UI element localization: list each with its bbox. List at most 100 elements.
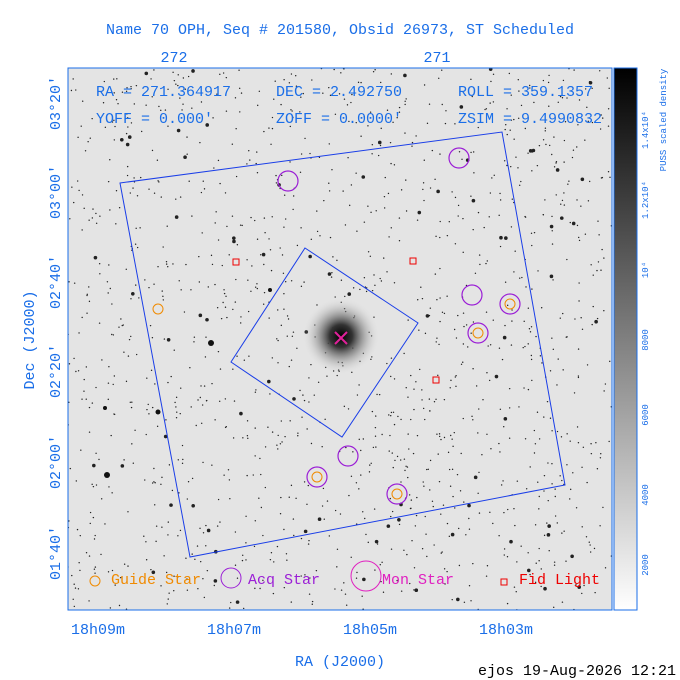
star [373, 508, 376, 510]
star [547, 462, 549, 464]
star [456, 597, 460, 602]
star [380, 280, 383, 282]
star [443, 436, 446, 439]
star [503, 548, 506, 550]
star [163, 555, 165, 557]
star [185, 263, 187, 266]
star [412, 452, 415, 455]
star [435, 341, 437, 343]
star [568, 180, 570, 182]
star [80, 449, 82, 451]
star [88, 406, 91, 409]
star [222, 301, 224, 304]
star [453, 431, 455, 434]
star [219, 73, 221, 76]
star [236, 244, 239, 246]
star [389, 141, 392, 144]
legend-label: Mon Star [382, 572, 454, 589]
star [297, 435, 299, 437]
star [181, 462, 184, 465]
star [109, 287, 111, 290]
star [134, 429, 136, 431]
star [213, 167, 215, 169]
star [572, 149, 575, 151]
star [470, 600, 472, 602]
star [453, 328, 456, 331]
star [275, 182, 278, 184]
star [590, 452, 593, 455]
star [256, 151, 258, 153]
star [275, 174, 277, 177]
star [113, 119, 115, 122]
star [524, 345, 526, 348]
star [256, 238, 259, 240]
star [486, 372, 488, 374]
star [203, 188, 206, 190]
star [185, 557, 187, 559]
info-yoff: YOFF = 0.000' [96, 111, 213, 128]
star [544, 199, 546, 201]
star [95, 222, 98, 224]
star [182, 103, 184, 105]
star [219, 182, 221, 185]
star [306, 428, 308, 430]
star [506, 133, 508, 136]
star [194, 558, 196, 561]
star [243, 359, 246, 361]
star [604, 567, 607, 569]
star [349, 204, 351, 207]
star [120, 318, 122, 320]
star [252, 474, 254, 476]
star [289, 125, 292, 128]
star [308, 254, 312, 259]
star [72, 78, 74, 80]
star [271, 216, 273, 218]
star [126, 113, 128, 115]
star [254, 219, 256, 222]
star [329, 94, 332, 97]
star [130, 85, 132, 88]
star [111, 121, 114, 123]
star [506, 555, 509, 558]
star [502, 480, 504, 482]
star [569, 221, 571, 224]
star [472, 228, 474, 231]
star [155, 409, 161, 415]
star [281, 254, 284, 256]
star [426, 555, 428, 558]
star [330, 276, 333, 278]
star [400, 189, 403, 191]
star [563, 530, 565, 532]
star [411, 141, 414, 144]
star [529, 87, 531, 89]
star [561, 532, 563, 534]
star [559, 317, 561, 319]
star [191, 477, 194, 480]
star [146, 377, 148, 379]
star [292, 518, 295, 520]
star [486, 433, 488, 435]
star [410, 499, 413, 501]
star [240, 92, 243, 94]
star [333, 68, 335, 71]
star [499, 199, 502, 201]
star [419, 368, 421, 371]
star [150, 78, 152, 80]
star [555, 168, 560, 172]
star [363, 116, 365, 118]
star [235, 600, 240, 604]
star [151, 406, 154, 409]
star [212, 117, 214, 119]
star [92, 516, 95, 519]
star [580, 177, 585, 182]
star [223, 289, 225, 291]
star [75, 480, 78, 482]
star [608, 87, 610, 89]
star [106, 281, 109, 283]
star [556, 430, 559, 433]
star [177, 535, 179, 537]
star [436, 298, 438, 301]
star [256, 172, 259, 174]
footer: ejos 19-Aug-2026 12:21 [478, 663, 676, 680]
star [174, 215, 179, 219]
